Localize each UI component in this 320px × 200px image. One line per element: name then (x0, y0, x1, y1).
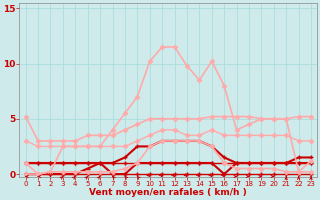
X-axis label: Vent moyen/en rafales ( km/h ): Vent moyen/en rafales ( km/h ) (90, 188, 247, 197)
